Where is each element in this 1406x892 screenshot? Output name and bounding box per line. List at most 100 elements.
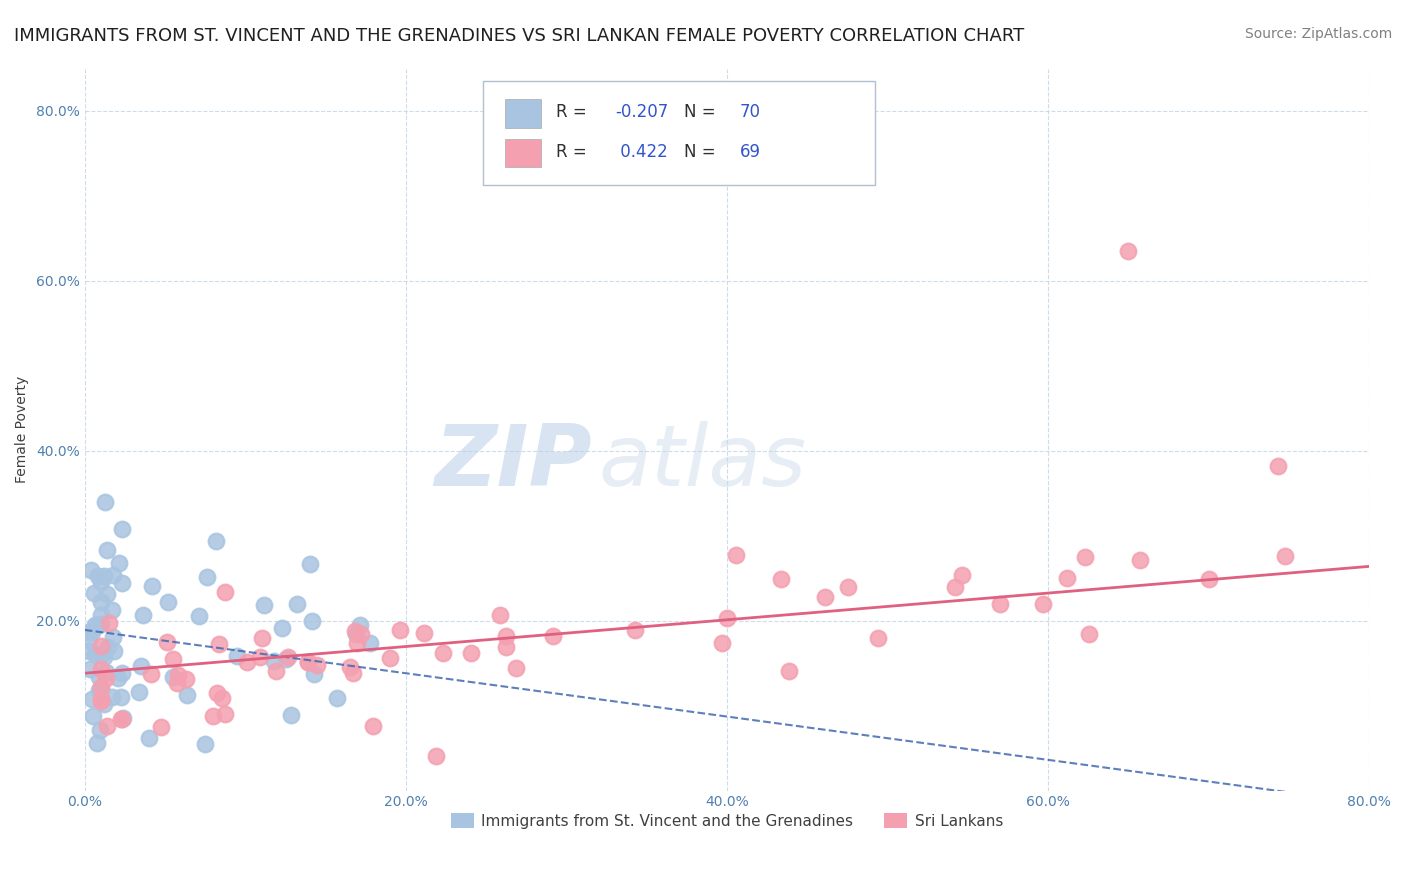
Point xyxy=(195,570,218,584)
Point xyxy=(1116,244,1139,259)
Point xyxy=(361,719,384,733)
Point xyxy=(79,563,101,577)
Point xyxy=(176,689,198,703)
Point xyxy=(93,568,115,582)
FancyBboxPatch shape xyxy=(482,81,875,186)
Text: Source: ZipAtlas.com: Source: ZipAtlas.com xyxy=(1244,27,1392,41)
Point xyxy=(79,662,101,676)
Point xyxy=(90,682,112,697)
Point xyxy=(93,649,115,664)
Point xyxy=(129,658,152,673)
Point xyxy=(988,597,1011,611)
Point xyxy=(253,599,276,613)
Legend: Immigrants from St. Vincent and the Grenadines, Sri Lankans: Immigrants from St. Vincent and the Gren… xyxy=(444,806,1010,835)
Point xyxy=(489,608,512,623)
Point xyxy=(425,749,447,764)
Point xyxy=(83,586,105,600)
Point xyxy=(97,640,120,654)
Point xyxy=(84,647,107,661)
Point xyxy=(297,655,319,669)
Point xyxy=(1074,549,1097,564)
Point xyxy=(194,737,217,751)
Point xyxy=(359,636,381,650)
Point xyxy=(950,568,973,582)
FancyBboxPatch shape xyxy=(505,99,541,128)
Point xyxy=(350,627,373,641)
Point xyxy=(277,649,299,664)
Text: -0.207: -0.207 xyxy=(616,103,668,120)
Point xyxy=(79,644,101,658)
Point xyxy=(90,575,112,590)
Point xyxy=(103,644,125,658)
Point xyxy=(505,661,527,675)
Point xyxy=(1267,458,1289,473)
Point xyxy=(344,627,367,641)
Point xyxy=(111,523,134,537)
Y-axis label: Female Poverty: Female Poverty xyxy=(15,376,30,483)
Point xyxy=(157,595,180,609)
Text: R =: R = xyxy=(555,143,592,161)
Point xyxy=(307,658,329,673)
Point xyxy=(101,690,124,704)
Point xyxy=(287,597,309,611)
Point xyxy=(250,631,273,645)
Point xyxy=(302,667,325,681)
Point xyxy=(716,611,738,625)
Point xyxy=(110,690,132,704)
Text: ZIP: ZIP xyxy=(434,420,592,504)
Point xyxy=(388,624,411,638)
Point xyxy=(90,648,112,663)
Point xyxy=(1198,572,1220,586)
Point xyxy=(90,692,112,706)
Point xyxy=(495,640,517,654)
Point xyxy=(82,709,104,723)
Point xyxy=(280,708,302,723)
Point xyxy=(770,572,793,586)
Point xyxy=(90,608,112,623)
Point xyxy=(263,654,285,668)
Point xyxy=(128,685,150,699)
Point xyxy=(1274,549,1296,564)
Text: N =: N = xyxy=(685,103,721,120)
Point xyxy=(89,723,111,737)
Point xyxy=(94,665,117,680)
Point xyxy=(543,629,565,643)
Point xyxy=(211,691,233,706)
Text: IMMIGRANTS FROM ST. VINCENT AND THE GRENADINES VS SRI LANKAN FEMALE POVERTY CORR: IMMIGRANTS FROM ST. VINCENT AND THE GREN… xyxy=(14,27,1025,45)
Text: 70: 70 xyxy=(740,103,761,120)
Point xyxy=(205,534,228,549)
Point xyxy=(162,652,184,666)
Point xyxy=(214,585,236,599)
Point xyxy=(111,666,134,681)
Point xyxy=(326,691,349,706)
Point xyxy=(837,580,859,594)
Point xyxy=(110,712,132,726)
Point xyxy=(87,683,110,698)
Point xyxy=(94,495,117,509)
Point xyxy=(226,649,249,664)
Point xyxy=(339,660,361,674)
Point xyxy=(103,568,125,582)
Point xyxy=(495,629,517,643)
Point xyxy=(155,635,177,649)
Point xyxy=(301,614,323,628)
Point xyxy=(167,668,190,682)
Point xyxy=(1129,552,1152,566)
Point xyxy=(187,609,209,624)
Point xyxy=(236,656,259,670)
Point xyxy=(108,557,131,571)
Point xyxy=(90,617,112,632)
Point xyxy=(166,676,188,690)
Point xyxy=(432,646,454,660)
Point xyxy=(83,618,105,632)
Point xyxy=(868,631,890,645)
Point xyxy=(141,579,163,593)
Point xyxy=(139,667,162,681)
Point xyxy=(1077,627,1099,641)
Point xyxy=(624,624,647,638)
Point xyxy=(274,651,297,665)
Point xyxy=(97,616,120,631)
Text: R =: R = xyxy=(555,103,592,120)
Point xyxy=(249,649,271,664)
Point xyxy=(90,662,112,676)
